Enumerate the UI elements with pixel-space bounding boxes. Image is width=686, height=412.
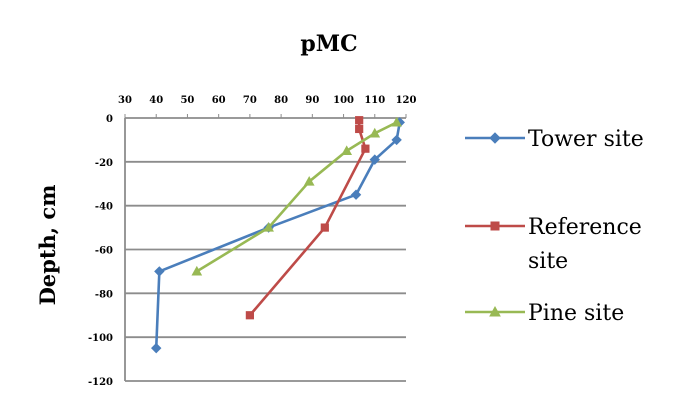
series-tower-site	[151, 117, 405, 354]
x-tick-label: 80	[274, 95, 288, 106]
data-point-tower-site	[369, 154, 380, 165]
y-tick-label: -40	[95, 202, 113, 213]
legend-label: Tower site	[528, 127, 644, 152]
y-tick-label: -60	[95, 246, 113, 257]
legend-marker-pine-site	[489, 305, 501, 317]
y-tick-label: 0	[106, 114, 113, 125]
y-tick-label: -20	[95, 158, 113, 169]
data-point-tower-site	[391, 134, 402, 146]
gridlines	[125, 117, 406, 382]
y-tick-label: -100	[88, 333, 113, 344]
data-point-reference-site	[245, 311, 254, 320]
legend-label: Reference site	[528, 215, 642, 274]
data-point-reference-site	[361, 144, 370, 153]
series-line-tower-site	[154, 122, 402, 349]
legend-marker-tower-site	[489, 132, 501, 144]
legend-label: Pine site	[528, 301, 624, 326]
x-tick-label: 30	[118, 95, 132, 106]
data-point-pine-site	[391, 116, 402, 127]
data-point-reference-site	[355, 124, 364, 134]
legend-item-reference-site: Reference site	[465, 215, 642, 274]
data-point-pine-site	[263, 222, 274, 232]
data-point-pine-site	[303, 176, 315, 186]
data-point-pine-site	[341, 145, 353, 155]
series-pine-site	[191, 116, 402, 276]
data-point-pine-site	[369, 127, 381, 138]
legend: Tower site Reference site Pine site	[465, 127, 644, 326]
legend-item-tower-site: Tower site	[465, 127, 644, 152]
series-layer	[151, 116, 405, 354]
y-tick-label: -80	[95, 289, 113, 300]
x-tick-label: 60	[212, 95, 226, 106]
y-tick-label: -120	[88, 377, 113, 388]
x-tick-label: 120	[396, 95, 417, 106]
x-tick-label: 50	[180, 95, 194, 106]
x-tick-label: 40	[149, 95, 163, 106]
chart-title: pMC	[300, 31, 357, 57]
series-reference-site	[245, 116, 370, 320]
axes: 0 -20 -40 -60 -80 -100 -120 30 40 50 60 70 80 90 100 11…	[88, 95, 417, 388]
y-axis-label: Depth, cm	[35, 185, 60, 306]
data-point-tower-site	[154, 266, 165, 277]
data-point-pine-site	[191, 265, 203, 276]
data-point-reference-site	[320, 223, 329, 232]
data-point-tower-site	[350, 189, 362, 200]
legend-item-pine-site: Pine site	[465, 301, 624, 326]
x-tick-label: 70	[243, 95, 257, 106]
x-tick-label: 100	[333, 95, 354, 106]
series-line-pine-site	[196, 121, 398, 273]
x-tick-label: 110	[364, 95, 385, 106]
legend-marker-reference-site	[490, 221, 500, 231]
data-point-tower-site	[151, 342, 162, 354]
x-tick-label: 90	[305, 95, 319, 106]
data-point-reference-site	[355, 116, 364, 125]
